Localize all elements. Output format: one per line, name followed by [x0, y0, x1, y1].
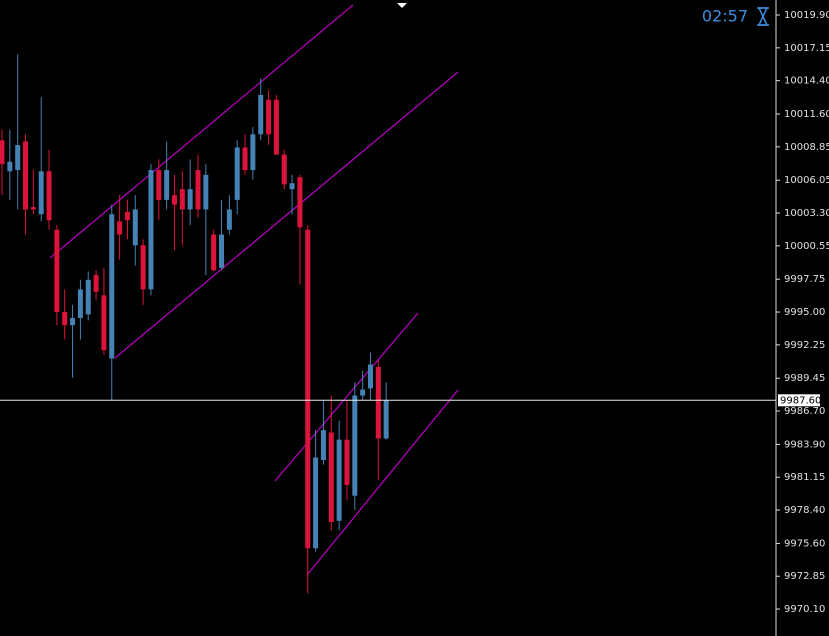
candle-body: [23, 141, 29, 210]
candle-body: [250, 134, 256, 171]
channel-line: [306, 389, 459, 576]
y-tick-label: 10014.40: [784, 76, 829, 87]
candle-body: [360, 389, 366, 396]
candle-body: [132, 209, 138, 246]
candle-body: [70, 318, 76, 326]
candle-body: [117, 221, 123, 235]
candle-body: [336, 439, 342, 521]
y-tick-label: 10008.85: [784, 142, 829, 153]
candle-body: [15, 145, 21, 171]
candle-body: [171, 195, 177, 205]
channel-line: [49, 4, 354, 259]
candle-body: [140, 245, 146, 290]
candle-body: [203, 174, 209, 210]
current-price-label: 9987.60: [780, 395, 821, 406]
channel-line: [114, 71, 459, 359]
candle-body: [101, 295, 107, 351]
candle-body: [344, 439, 350, 485]
candle-body: [258, 94, 264, 135]
y-tick-label: 9978.40: [784, 505, 825, 516]
y-tick-label: 9981.15: [784, 472, 825, 483]
y-tick-label: 9995.00: [784, 307, 825, 318]
candle-body: [30, 207, 36, 210]
candle-body: [124, 211, 130, 221]
candle-body: [219, 234, 225, 268]
candle-body: [273, 99, 279, 155]
candle-body: [375, 366, 381, 439]
candle-body: [305, 229, 311, 549]
candle-body: [109, 214, 115, 359]
candle-body: [234, 147, 240, 200]
y-tick-label: 10006.05: [784, 175, 829, 186]
y-tick-label: 10003.30: [784, 208, 829, 219]
channels: [49, 4, 459, 576]
candle-body: [195, 170, 201, 210]
y-tick-label: 9970.10: [784, 604, 825, 615]
candle-body: [352, 395, 358, 496]
candle-body: [328, 432, 334, 522]
candle-body: [226, 209, 232, 230]
candle-body: [0, 140, 5, 165]
candle-body: [77, 289, 83, 318]
candle-body: [289, 183, 295, 190]
y-tick-label: 10000.55: [784, 241, 829, 252]
y-tick-label: 9989.45: [784, 373, 825, 384]
candle-body: [383, 400, 389, 439]
candle-body: [313, 457, 319, 549]
candle-body: [242, 147, 248, 171]
current-price-box: [778, 394, 820, 407]
candle-body: [62, 312, 68, 326]
candle-body: [297, 177, 303, 228]
candle-body: [187, 189, 193, 210]
candle-body: [164, 170, 170, 200]
candle-body: [320, 430, 326, 460]
y-tick-label: 9975.60: [784, 538, 825, 549]
candle-body: [148, 170, 154, 290]
y-tick-label: 9983.90: [784, 439, 825, 450]
clock: 02:57: [702, 7, 748, 26]
y-tick-label: 10017.15: [784, 43, 829, 54]
candle-body: [7, 161, 13, 172]
shift-marker: [397, 3, 407, 8]
candle-body: [46, 171, 52, 221]
y-tick-label: 9997.75: [784, 274, 825, 285]
candle-body: [281, 154, 287, 185]
candle-body: [54, 229, 60, 313]
candle-body: [156, 170, 162, 200]
candle-body: [38, 171, 44, 215]
y-tick-label: 10011.60: [784, 109, 829, 120]
candle-body: [266, 99, 272, 135]
hourglass-icon: [757, 7, 769, 26]
candle-body: [211, 234, 217, 271]
y-tick-label: 10019.90: [784, 10, 829, 21]
candle-body: [179, 189, 185, 210]
candle-body: [85, 279, 91, 315]
candle-body: [367, 364, 373, 389]
y-tick-label: 9992.25: [784, 340, 825, 351]
channel-line: [274, 312, 419, 482]
y-tick-label: 9986.70: [784, 406, 825, 417]
y-tick-label: 9972.85: [784, 571, 825, 582]
candle-body: [93, 275, 99, 292]
